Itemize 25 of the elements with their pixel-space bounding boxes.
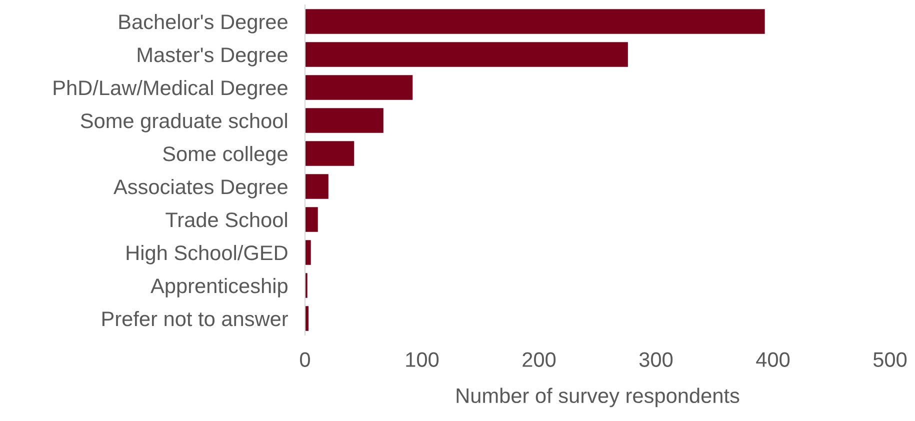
x-axis-title: Number of survey respondents — [456, 388, 740, 408]
bar — [305, 174, 328, 199]
x-tick-label: 200 — [522, 352, 556, 367]
y-tick-label: PhD/Law/Medical Degree — [54, 80, 288, 100]
x-tick-label: 400 — [756, 352, 790, 367]
x-tick-label: 100 — [406, 352, 439, 367]
y-tick-label: Some college — [163, 146, 288, 166]
bar — [305, 240, 311, 265]
y-tick-label: Bachelor's Degree — [119, 14, 288, 34]
y-tick-label: Some graduate school — [80, 112, 287, 132]
x-tick-label: 300 — [639, 352, 673, 367]
bar — [305, 75, 413, 100]
bar — [305, 42, 628, 67]
x-tick-label: 0 — [300, 352, 310, 367]
bar — [305, 141, 354, 166]
y-tick-label: High School/GED — [126, 244, 288, 264]
y-tick-label: Apprenticeship — [150, 278, 288, 298]
y-tick-label: Master's Degree — [138, 48, 288, 66]
y-tick-label: Trade School — [166, 212, 287, 228]
y-tick-label: Associates Degree — [114, 178, 288, 198]
y-tick-label: Prefer not to answer — [102, 310, 288, 326]
bar — [305, 9, 765, 34]
bar — [305, 108, 384, 133]
x-tick-label: 500 — [873, 352, 907, 367]
bar — [305, 207, 318, 232]
